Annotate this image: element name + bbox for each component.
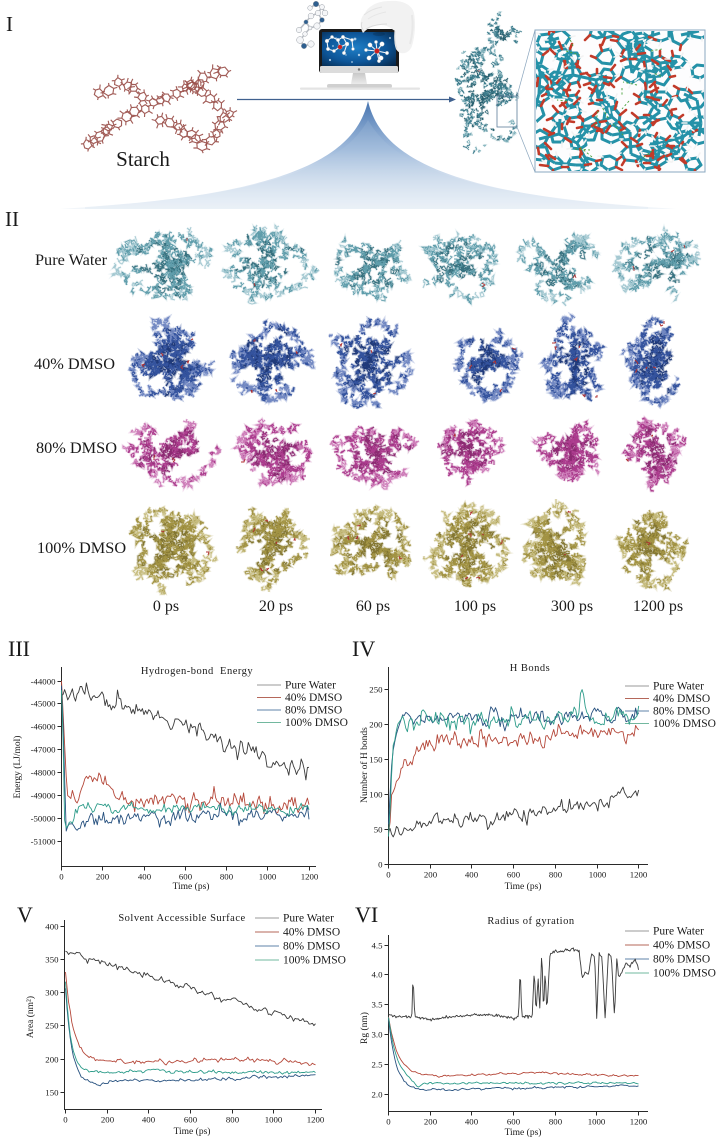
- svg-text:350: 350: [45, 955, 59, 965]
- svg-text:40% DMSO: 40% DMSO: [283, 927, 340, 939]
- svg-text:800: 800: [549, 1117, 563, 1127]
- svg-text:-50000: -50000: [31, 814, 57, 824]
- svg-text:Solvent Accessible Surface: Solvent Accessible Surface: [118, 913, 245, 924]
- svg-text:100% DMSO: 100% DMSO: [653, 968, 716, 980]
- svg-text:0: 0: [386, 870, 391, 880]
- svg-text:400: 400: [465, 870, 479, 880]
- svg-text:1200: 1200: [630, 1117, 648, 1127]
- svg-text:3.0: 3.0: [372, 1030, 384, 1040]
- svg-text:40% DMSO: 40% DMSO: [653, 693, 710, 705]
- svg-text:Pure Water: Pure Water: [653, 926, 704, 938]
- svg-text:100% DMSO: 100% DMSO: [653, 718, 716, 730]
- svg-text:300: 300: [45, 988, 59, 998]
- svg-text:600: 600: [507, 870, 521, 880]
- svg-text:-51000: -51000: [31, 837, 57, 847]
- svg-text:4.0: 4.0: [372, 970, 384, 980]
- svg-text:0: 0: [386, 1117, 391, 1127]
- svg-text:400: 400: [138, 872, 152, 882]
- svg-text:4.5: 4.5: [372, 941, 384, 951]
- svg-text:Pure Water: Pure Water: [283, 913, 334, 925]
- svg-text:Pure Water: Pure Water: [653, 681, 704, 693]
- svg-text:150: 150: [45, 1088, 59, 1098]
- svg-text:200: 200: [101, 1115, 115, 1125]
- svg-text:0: 0: [63, 1115, 68, 1125]
- svg-text:150: 150: [369, 755, 383, 765]
- svg-text:40% DMSO: 40% DMSO: [285, 692, 342, 704]
- svg-text:800: 800: [226, 1115, 240, 1125]
- svg-text:400: 400: [142, 1115, 156, 1125]
- svg-text:-47000: -47000: [31, 745, 57, 755]
- svg-text:Rg (nm): Rg (nm): [360, 1012, 370, 1044]
- svg-text:200: 200: [424, 870, 438, 880]
- svg-text:200: 200: [45, 1055, 59, 1065]
- svg-text:400: 400: [45, 922, 59, 932]
- svg-text:Energy (LJ/mol): Energy (LJ/mol): [12, 736, 23, 799]
- svg-text:80% DMSO: 80% DMSO: [653, 706, 710, 718]
- svg-text:-48000: -48000: [31, 768, 57, 778]
- svg-text:2.5: 2.5: [372, 1060, 384, 1070]
- svg-text:600: 600: [507, 1117, 521, 1127]
- svg-text:-49000: -49000: [31, 791, 57, 801]
- svg-text:2.0: 2.0: [372, 1090, 384, 1100]
- svg-text:50: 50: [374, 825, 383, 835]
- svg-text:Time (ps): Time (ps): [505, 1127, 542, 1138]
- svg-text:Pure Water: Pure Water: [285, 680, 336, 692]
- svg-text:Time (ps): Time (ps): [173, 881, 210, 892]
- svg-text:200: 200: [96, 872, 110, 882]
- svg-text:Area (nm²): Area (nm²): [25, 996, 36, 1038]
- svg-text:-45000: -45000: [31, 699, 57, 709]
- svg-text:0: 0: [378, 860, 383, 870]
- svg-text:250: 250: [45, 1021, 59, 1031]
- svg-text:-46000: -46000: [31, 722, 57, 732]
- svg-text:-44000: -44000: [31, 677, 57, 687]
- svg-text:Hydrogen-bond Energy: Hydrogen-bond Energy: [141, 666, 254, 677]
- svg-text:Radius of gyration: Radius of gyration: [487, 916, 574, 927]
- svg-text:80% DMSO: 80% DMSO: [283, 941, 340, 953]
- svg-text:800: 800: [549, 870, 563, 880]
- svg-text:1200: 1200: [301, 872, 319, 882]
- svg-text:600: 600: [179, 872, 193, 882]
- svg-text:3.5: 3.5: [372, 1000, 384, 1010]
- svg-text:100% DMSO: 100% DMSO: [283, 955, 346, 967]
- svg-text:Time (ps): Time (ps): [505, 881, 542, 892]
- svg-text:100: 100: [369, 790, 383, 800]
- svg-text:400: 400: [465, 1117, 479, 1127]
- svg-text:80% DMSO: 80% DMSO: [285, 705, 342, 717]
- svg-text:1000: 1000: [589, 870, 607, 880]
- svg-text:800: 800: [220, 872, 234, 882]
- svg-text:100% DMSO: 100% DMSO: [285, 717, 348, 729]
- svg-text:80% DMSO: 80% DMSO: [653, 954, 710, 966]
- svg-text:250: 250: [369, 685, 383, 695]
- svg-text:Time (ps): Time (ps): [174, 1126, 211, 1137]
- svg-text:1000: 1000: [588, 1117, 606, 1127]
- svg-text:H Bonds: H Bonds: [510, 663, 551, 674]
- svg-text:1200: 1200: [307, 1115, 325, 1125]
- svg-text:200: 200: [369, 720, 383, 730]
- svg-text:600: 600: [184, 1115, 198, 1125]
- svg-text:1200: 1200: [630, 870, 648, 880]
- svg-text:1000: 1000: [259, 872, 277, 882]
- svg-text:Number of H bonds: Number of H bonds: [360, 727, 370, 803]
- svg-text:40% DMSO: 40% DMSO: [653, 940, 710, 952]
- svg-text:200: 200: [424, 1117, 438, 1127]
- svg-text:0: 0: [59, 872, 64, 882]
- svg-text:1000: 1000: [265, 1115, 283, 1125]
